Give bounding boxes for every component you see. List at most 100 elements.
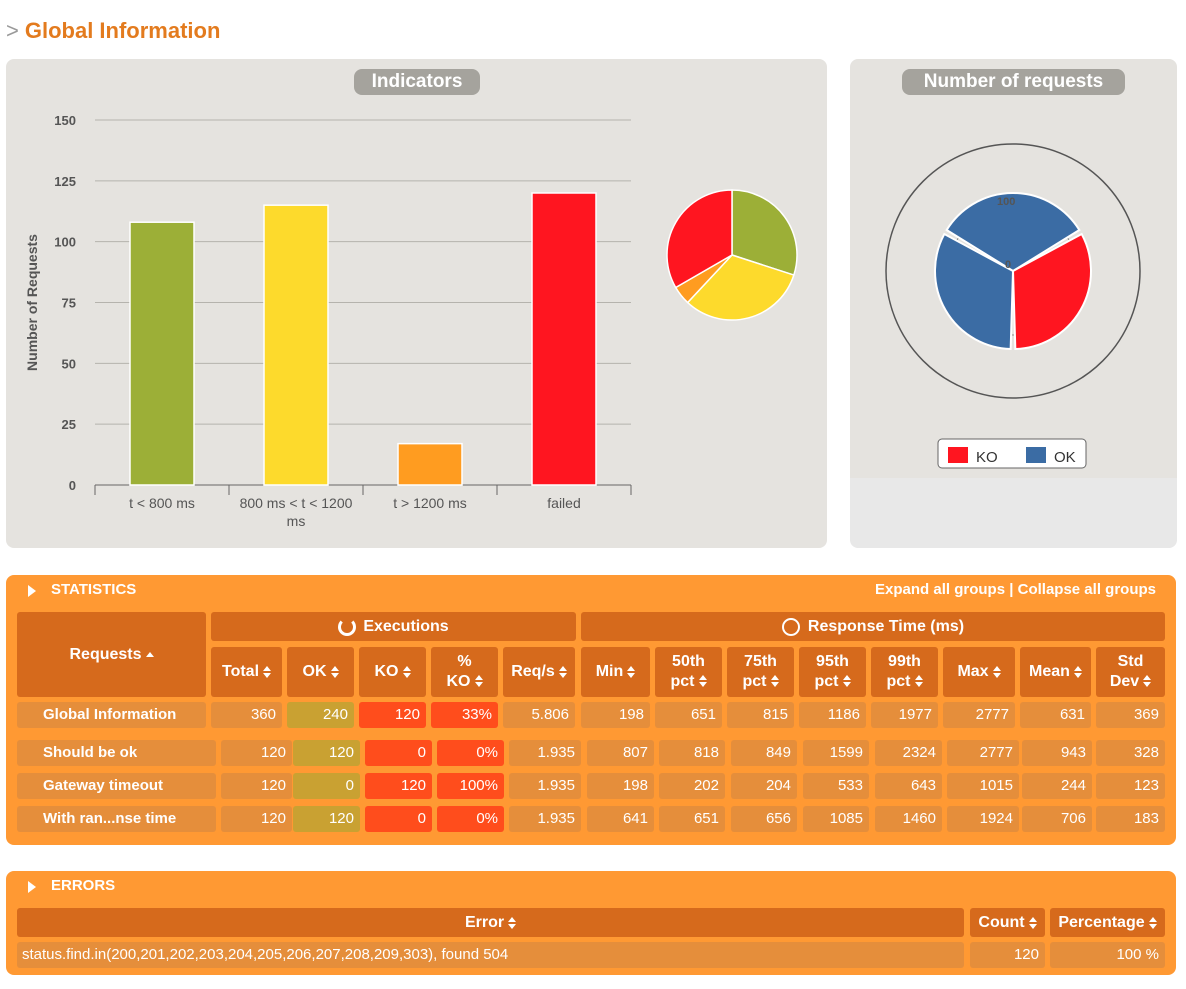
polar-slice[interactable]	[934, 232, 1015, 350]
expand-all-groups-link[interactable]: Expand all groups	[875, 581, 1006, 598]
polar-slice[interactable]	[945, 192, 1081, 273]
stat-cell: 1.935	[509, 806, 581, 832]
stat-cell: 240	[287, 702, 354, 728]
stat-cell: 120	[221, 806, 292, 832]
statistics-header[interactable]: STATISTICS Expand all groups | Collapse …	[6, 575, 1176, 605]
column-header[interactable]: % KO	[431, 647, 498, 697]
stat-cell: 1924	[947, 806, 1019, 832]
stat-cell: 533	[803, 773, 869, 799]
column-header[interactable]: Std Dev	[1096, 647, 1165, 697]
stat-cell: 369	[1096, 702, 1165, 728]
pie-slice[interactable]	[666, 189, 733, 289]
polar-outer-ring	[885, 143, 1141, 399]
stat-cell: 1.935	[509, 740, 581, 766]
stat-cell: 198	[581, 702, 650, 728]
pie-slice[interactable]	[731, 189, 798, 277]
error-column-header[interactable]: Error	[17, 908, 964, 937]
expand-arrow-icon[interactable]	[28, 881, 36, 893]
column-header[interactable]: Max	[943, 647, 1015, 697]
y-tick-label: 150	[54, 113, 76, 128]
stat-cell: 818	[659, 740, 725, 766]
stat-cell: 1460	[875, 806, 942, 832]
legend-label[interactable]: KO	[976, 449, 998, 466]
stat-cell: 1015	[947, 773, 1019, 799]
y-tick-label: 125	[54, 174, 76, 189]
column-header[interactable]: Total	[211, 647, 282, 697]
bar[interactable]	[263, 204, 329, 486]
percentage-column-header[interactable]: Percentage	[1050, 908, 1165, 937]
sort-icon[interactable]	[1028, 916, 1037, 929]
y-tick-label: 50	[62, 356, 76, 371]
column-header[interactable]: KO	[359, 647, 426, 697]
bar[interactable]	[397, 442, 463, 486]
group-links: Expand all groups | Collapse all groups	[875, 581, 1156, 598]
requests-header[interactable]: Requests	[17, 612, 206, 697]
expand-arrow-icon[interactable]	[28, 585, 36, 597]
stat-cell: 631	[1020, 702, 1091, 728]
bar[interactable]	[531, 192, 597, 486]
stat-cell: 706	[1022, 806, 1092, 832]
legend-label[interactable]: OK	[1054, 449, 1076, 466]
errors-header[interactable]: ERRORS	[6, 871, 1176, 901]
stat-cell: 183	[1096, 806, 1165, 832]
pie-slice[interactable]	[686, 254, 795, 321]
polar-slice[interactable]	[1011, 232, 1092, 350]
column-header[interactable]: 75th pct	[727, 647, 794, 697]
column-header[interactable]: 95th pct	[799, 647, 866, 697]
stat-cell: 1977	[871, 702, 938, 728]
x-tick-label: 800 ms < t < 1200	[240, 495, 353, 511]
column-header[interactable]: 50th pct	[655, 647, 722, 697]
stat-cell: 328	[1096, 740, 1165, 766]
stat-cell: 120	[293, 806, 360, 832]
stat-cell: 849	[731, 740, 797, 766]
statistics-section: STATISTICS Expand all groups | Collapse …	[6, 575, 1176, 845]
stat-cell: 815	[727, 702, 794, 728]
sort-icon[interactable]	[402, 666, 411, 678]
sort-icon[interactable]	[330, 666, 339, 678]
request-name[interactable]: Should be ok	[17, 740, 216, 766]
sort-icon[interactable]	[508, 916, 517, 929]
y-tick-label: 0	[69, 478, 76, 493]
column-header[interactable]: Min	[581, 647, 650, 697]
sort-icon[interactable]	[992, 666, 1001, 678]
requests-polar-chart: 100 0 KO OK	[885, 143, 1141, 469]
sort-icon[interactable]	[558, 666, 567, 678]
legend-swatch[interactable]	[1026, 447, 1046, 463]
column-header[interactable]: Req/s	[503, 647, 575, 697]
stat-cell: 204	[731, 773, 797, 799]
bar[interactable]	[129, 221, 195, 486]
sort-icon[interactable]	[914, 675, 923, 687]
request-name[interactable]: With ran...nse time	[17, 806, 216, 832]
stat-cell: 1.935	[509, 773, 581, 799]
sort-icon[interactable]	[627, 666, 636, 678]
requests-title: Number of requests	[902, 69, 1125, 95]
legend-swatch[interactable]	[948, 447, 968, 463]
stat-cell: 5.806	[503, 702, 575, 728]
count-column-header[interactable]: Count	[970, 908, 1045, 937]
sort-icon[interactable]	[1073, 666, 1082, 678]
sort-icon[interactable]	[474, 675, 483, 687]
stat-cell: 202	[659, 773, 725, 799]
sort-icon[interactable]	[1148, 916, 1157, 929]
stat-cell: 120	[221, 773, 292, 799]
y-axis-label: Number of Requests	[24, 234, 40, 371]
stat-cell: 943	[1022, 740, 1092, 766]
sort-icon[interactable]	[1143, 675, 1152, 687]
stat-cell: 2777	[947, 740, 1019, 766]
sort-icon[interactable]	[770, 675, 779, 687]
request-name[interactable]: Gateway timeout	[17, 773, 216, 799]
sort-icon[interactable]	[842, 675, 851, 687]
column-header[interactable]: Mean	[1020, 647, 1091, 697]
column-header[interactable]: 99th pct	[871, 647, 938, 697]
request-name[interactable]: Global Information	[17, 702, 206, 728]
stat-cell: 0%	[437, 806, 504, 832]
title-prefix: >	[6, 18, 19, 43]
column-header[interactable]: OK	[287, 647, 354, 697]
collapse-all-groups-link[interactable]: Collapse all groups	[1017, 581, 1156, 598]
stat-cell: 33%	[431, 702, 498, 728]
response-time-group-header: Response Time (ms)	[581, 612, 1165, 641]
sort-icon[interactable]	[698, 675, 707, 687]
sort-icon[interactable]	[263, 666, 272, 678]
sort-asc-icon[interactable]	[145, 652, 154, 657]
y-tick-label: 75	[62, 296, 76, 311]
